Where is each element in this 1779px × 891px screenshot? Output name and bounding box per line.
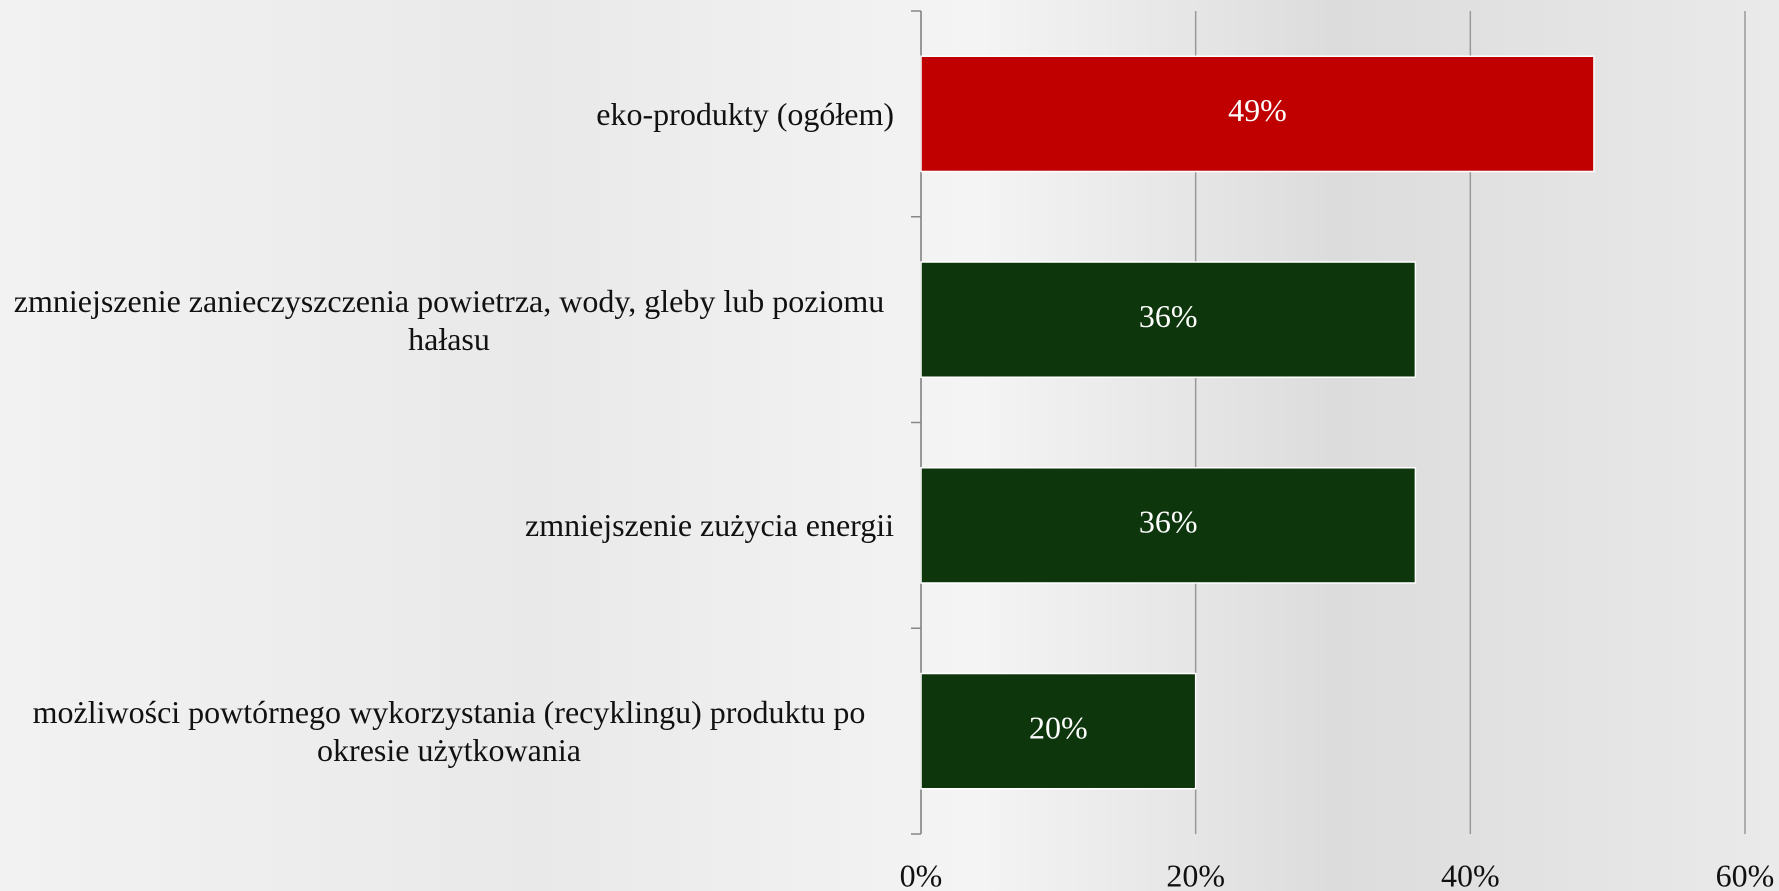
value-label: 36% (1139, 298, 1198, 334)
x-tick-label: 60% (1716, 857, 1775, 891)
category-label: zmniejszenie zużycia energii (4, 506, 894, 544)
value-label: 49% (1228, 92, 1287, 128)
category-label: eko-produkty (ogółem) (4, 95, 894, 133)
x-tick-label: 40% (1441, 857, 1500, 891)
value-label: 20% (1029, 709, 1088, 745)
x-tick-label: 20% (1166, 857, 1225, 891)
category-label: zmniejszenie zanieczyszczenia powietrza,… (4, 282, 894, 358)
category-label: możliwości powtórnego wykorzystania (rec… (4, 693, 894, 769)
page: 0%20%40%60%49%36%36%20% (() => { const d… (0, 0, 1779, 891)
x-tick-label: 0% (900, 857, 943, 891)
value-label: 36% (1139, 504, 1198, 540)
